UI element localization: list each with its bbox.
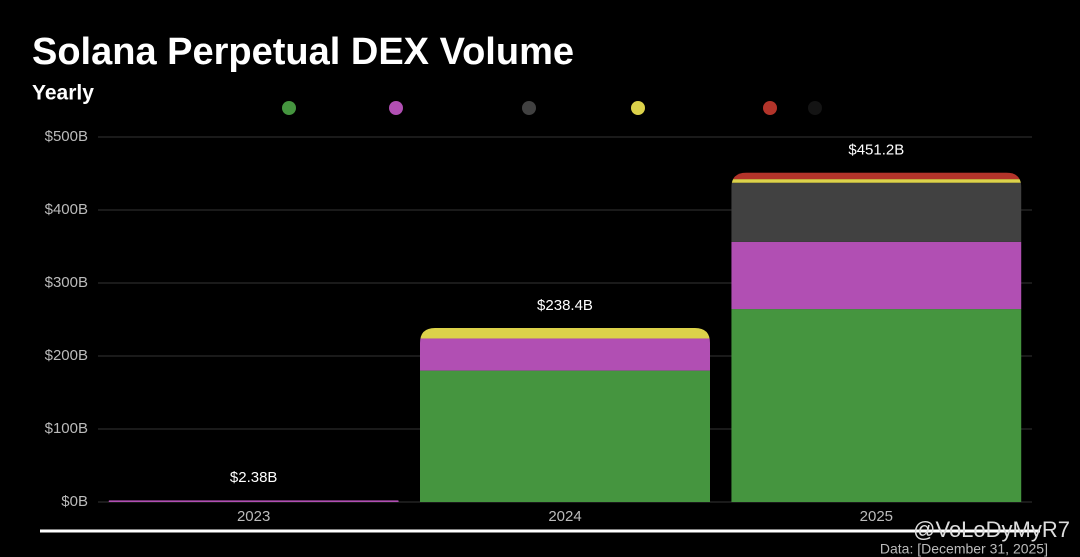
legend-dot <box>631 101 645 115</box>
total-label: $2.38B <box>230 469 278 486</box>
x-tick-label: 2025 <box>860 508 893 525</box>
bar-segment <box>731 241 1022 310</box>
bar-segment <box>420 370 710 502</box>
total-label: $238.4B <box>537 297 593 314</box>
y-tick-label: $100B <box>45 420 88 437</box>
chart-title: Solana Perpetual DEX Volume <box>32 31 574 73</box>
y-tick-label: $200B <box>45 347 88 364</box>
legend-dot <box>522 101 536 115</box>
bar-segment <box>420 338 710 371</box>
bar-segment <box>731 182 1022 242</box>
bar-stack <box>731 172 1022 502</box>
legend-dot <box>763 101 777 115</box>
y-tick-label: $500B <box>45 128 88 145</box>
chart-subtitle: Yearly <box>32 82 94 105</box>
bar-stack <box>108 500 399 502</box>
y-tick-label: $300B <box>45 274 88 291</box>
watermark: @VoLoDyMyR7 <box>913 517 1070 542</box>
x-tick-label: 2024 <box>548 508 581 525</box>
y-tick-label: $400B <box>45 201 88 218</box>
legend-dot <box>282 101 296 115</box>
bar-segment <box>731 172 1022 180</box>
y-tick-label: $0B <box>61 493 88 510</box>
legend-dot <box>808 101 822 115</box>
bar-segment <box>731 309 1022 502</box>
bar-segment <box>108 500 399 502</box>
bar-segment <box>420 327 710 339</box>
source: Data: [December 31, 2025] <box>880 541 1048 557</box>
total-label: $451.2B <box>848 142 904 159</box>
x-tick-label: 2023 <box>237 508 270 525</box>
bar-segment <box>731 179 1022 183</box>
legend-dot <box>389 101 403 115</box>
bar-stack <box>420 327 710 502</box>
